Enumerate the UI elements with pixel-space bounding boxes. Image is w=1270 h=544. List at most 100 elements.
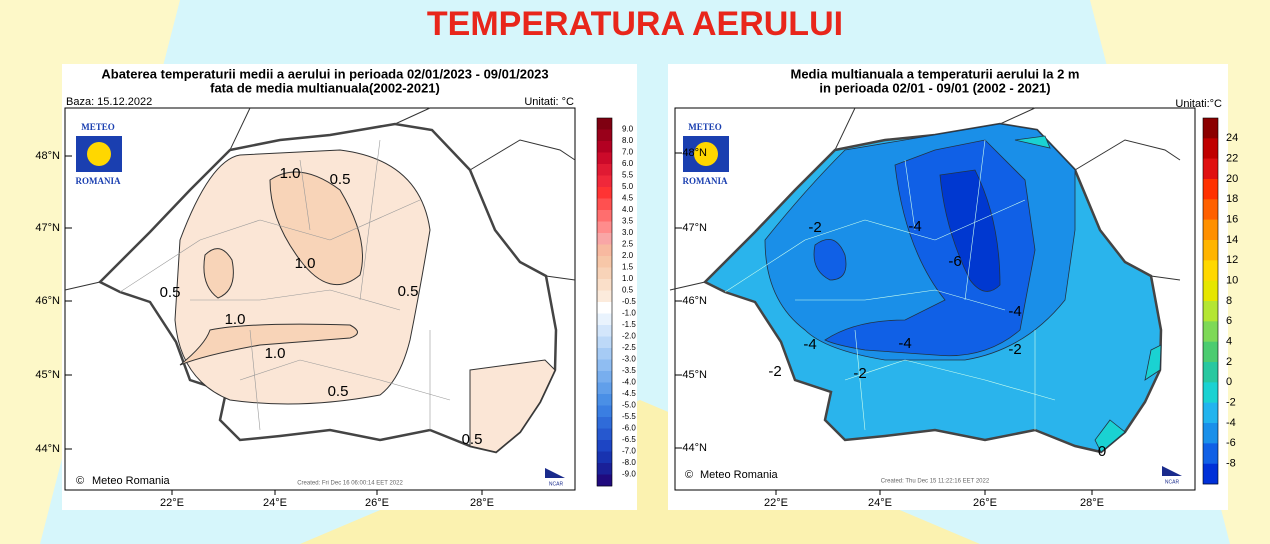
colorbar-swatch	[597, 210, 612, 222]
colorbar-label: 7.0	[622, 148, 634, 157]
colorbar-label: 20	[1226, 173, 1238, 185]
colorbar-label: -6.5	[622, 435, 636, 444]
colorbar-label: 18	[1226, 193, 1238, 205]
contour-0	[1014, 135, 1162, 453]
lat-label: 46°N	[682, 295, 707, 307]
colorbar-swatch	[597, 451, 612, 464]
panel-left: 1.0 0.5 1.0 0.5 1.0 1.0 0.5 0.5 0.5 Abat…	[62, 64, 637, 510]
contour-label: -2	[808, 219, 821, 236]
lat-label: 45°N	[682, 369, 707, 381]
colorbar-label: 16	[1226, 214, 1238, 226]
colorbar-label: -4.5	[622, 389, 636, 398]
contour-label: 0.5	[160, 284, 181, 301]
contour-label: 1.0	[265, 345, 286, 362]
lon-label: 24°E	[263, 497, 287, 509]
colorbar-label: -4.0	[622, 378, 636, 387]
colorbar-swatch	[597, 336, 612, 349]
colorbar-swatch	[597, 348, 612, 360]
colorbar-swatch	[1203, 301, 1218, 322]
lon-label: 28°E	[1080, 497, 1104, 509]
colorbar-label: -7.0	[622, 447, 636, 456]
colorbar-swatch	[1203, 402, 1218, 424]
colorbar-label: 2.0	[622, 251, 634, 260]
page-title: TEMPERATURA AERULUI	[427, 5, 843, 43]
contour--6	[939, 169, 1001, 292]
colorbar-swatch	[1203, 321, 1218, 342]
contour-1.0	[179, 323, 358, 366]
created-label: Created: Fri Dec 16 06:00:14 EET 2022	[297, 481, 403, 487]
colorbar-swatch	[1203, 362, 1218, 383]
contour-label: -4	[803, 336, 816, 353]
logo-text: METEO	[688, 122, 722, 132]
copyright-icon: ©	[76, 475, 84, 487]
colorbar-label: 2	[1226, 356, 1232, 368]
colorbar-label: 8	[1226, 295, 1232, 307]
colorbar-swatch	[597, 164, 612, 176]
county-borders	[119, 139, 451, 431]
colorbar-swatch	[1203, 423, 1218, 444]
colorbar-label: 1.0	[622, 274, 634, 283]
logo-text: ROMANIA	[76, 176, 121, 186]
logo-sun	[87, 142, 111, 166]
colorbar-label: -1.5	[622, 320, 636, 329]
colorbar-swatch	[597, 463, 612, 475]
contour-label: -4	[908, 218, 921, 235]
contour-label: 0.5	[462, 431, 483, 448]
contour-label: -4	[898, 335, 911, 352]
colorbar-swatch	[597, 244, 612, 257]
ncar-logo	[545, 468, 565, 478]
contour--4	[813, 238, 847, 281]
lat-label: 45°N	[35, 369, 60, 381]
colorbar-label: 2.5	[622, 240, 634, 249]
credit: Meteo Romania	[92, 475, 171, 487]
colorbar-swatch	[597, 198, 612, 211]
colorbar-label: 6.0	[622, 159, 634, 168]
colorbar-label: 5.5	[622, 171, 634, 180]
map-title: in perioada 02/01 - 09/01 (2002 - 2021)	[819, 80, 1050, 95]
colorbar-swatch	[597, 371, 612, 383]
created-label: Created: Thu Dec 15 11:22:16 EET 2022	[881, 479, 990, 485]
lat-label: 46°N	[35, 295, 60, 307]
contour-label: 0.5	[328, 383, 349, 400]
colorbar-label: 4	[1226, 336, 1232, 348]
colorbar-label: 22	[1226, 153, 1238, 165]
colorbar-label: -3.0	[622, 355, 636, 364]
logo-text: METEO	[81, 122, 115, 132]
colorbar-swatch	[597, 302, 612, 314]
colorbar-label: -2.5	[622, 343, 636, 352]
colorbar-label: -9.0	[622, 470, 636, 479]
colorbar-label: -1.0	[622, 309, 636, 318]
lat-label: 47°N	[682, 222, 707, 234]
colorbar-swatch	[1203, 240, 1218, 261]
colorbar-label: -5.0	[622, 401, 636, 410]
colorbar-swatch	[597, 405, 612, 418]
contour-label: -4	[1008, 303, 1021, 320]
colorbar-frame	[1202, 117, 1219, 485]
logo-sun	[694, 142, 718, 166]
colorbar-swatch	[597, 267, 612, 280]
colorbar-swatch	[1203, 382, 1218, 403]
colorbar-swatch	[597, 382, 612, 395]
colorbar-swatch	[597, 313, 612, 326]
colorbar-label: -6	[1226, 437, 1236, 449]
ncar-label: NCAR	[549, 481, 564, 487]
colorbar-swatch	[597, 417, 612, 429]
lat-label: 44°N	[682, 442, 707, 454]
colorbar-label: 9.0	[622, 125, 634, 134]
lon-label: 26°E	[973, 497, 997, 509]
colorbar-swatch	[597, 428, 612, 441]
contour-label: -2	[768, 363, 781, 380]
colorbar-swatch	[1203, 179, 1218, 200]
panel-right: -2 -4 -6 -4 -4 -4 -2 -2 -2 0 Media multi…	[668, 64, 1228, 510]
colorbar-swatch	[597, 474, 612, 487]
colorbar-swatch	[597, 175, 612, 188]
credit: Meteo Romania	[700, 469, 779, 481]
colorbar-swatch	[1203, 341, 1218, 363]
colorbar-swatch	[1203, 463, 1218, 485]
base-label: Baza: 15.12.2022	[66, 96, 152, 108]
colorbar-swatch	[597, 440, 612, 452]
colorbar-label: -4	[1226, 417, 1236, 429]
lon-label: 22°E	[764, 497, 788, 509]
lat-label: 48°N	[35, 150, 60, 162]
lon-label: 24°E	[868, 497, 892, 509]
